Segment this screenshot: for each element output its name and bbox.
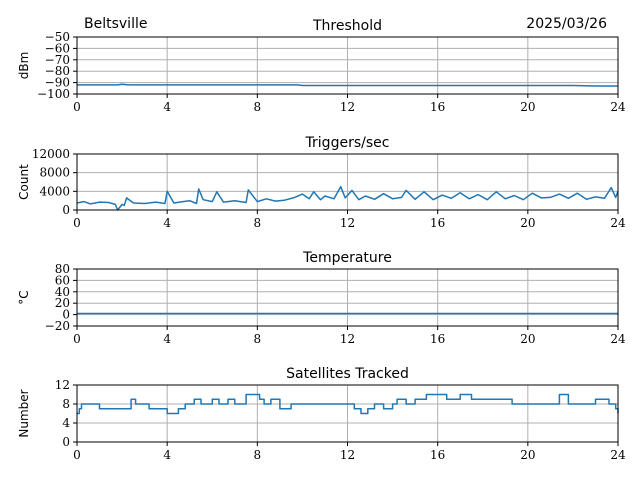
- x-tick-label: 4: [163, 100, 171, 114]
- y-axis-label-satellites: Number: [17, 389, 31, 437]
- x-tick-label: 4: [163, 216, 171, 230]
- x-tick-label: 16: [430, 448, 445, 462]
- y-tick-label: 0: [62, 308, 70, 322]
- y-axis-label-threshold: dBm: [17, 52, 31, 80]
- y-tick-label: 4000: [39, 184, 70, 198]
- y-tick-label: 12000: [32, 147, 70, 161]
- x-tick-label: 0: [73, 216, 81, 230]
- y-tick-label: −80: [45, 64, 70, 78]
- x-tick-label: 24: [610, 448, 626, 462]
- y-tick-label: −90: [45, 76, 70, 90]
- x-tick-label: 0: [73, 100, 81, 114]
- x-tick-label: 0: [73, 332, 81, 346]
- y-axis-label-temperature: °C: [17, 290, 31, 304]
- x-tick-label: 20: [520, 448, 535, 462]
- y-tick-label: 8: [62, 397, 70, 411]
- y-tick-label: −100: [37, 87, 70, 101]
- x-tick-label: 24: [610, 216, 626, 230]
- panel-title-temperature: Temperature: [302, 250, 392, 266]
- x-tick-label: 8: [254, 448, 262, 462]
- y-tick-label: −20: [45, 319, 70, 333]
- x-tick-label: 16: [430, 332, 445, 346]
- series-line-threshold: [77, 83, 618, 87]
- panel-threshold: Threshold 0 4 8 12 16 20 24 −100−90−80−70−60−50 d…: [17, 18, 626, 114]
- x-tick-label: 12: [340, 216, 355, 230]
- y-tick-label: 8000: [39, 166, 70, 180]
- series-line-satellites: [77, 393, 619, 415]
- x-tick-label: 24: [610, 332, 626, 346]
- y-tick-label: 60: [55, 273, 70, 287]
- x-tick-label: 8: [254, 216, 262, 230]
- y-tick-label: 80: [55, 262, 70, 276]
- x-tick-label: 20: [520, 100, 535, 114]
- x-tick-label: 4: [163, 332, 171, 346]
- y-tick-label: −60: [45, 41, 70, 55]
- y-tick-label: 20: [55, 296, 70, 310]
- x-tick-label: 12: [340, 100, 355, 114]
- x-tick-label: 8: [254, 332, 262, 346]
- panel-triggers: Triggers/sec 0 4 8 12 16 20 24 0 4000 8000 12000Cou…: [17, 135, 626, 230]
- x-tick-label: 12: [340, 332, 355, 346]
- x-tick-label: 16: [430, 216, 445, 230]
- x-tick-label: 16: [430, 100, 445, 114]
- x-tick-label: 20: [520, 216, 535, 230]
- y-tick-label: 0: [62, 435, 70, 449]
- y-axis-label-triggers: Count: [17, 164, 31, 200]
- station-label: Beltsville: [84, 16, 147, 32]
- panel-title-satellites: Satellites Tracked: [286, 366, 409, 382]
- y-tick-label: 12: [55, 378, 70, 392]
- date-label: 2025/03/26: [526, 16, 607, 32]
- y-tick-label: −50: [45, 30, 70, 44]
- y-tick-label: −70: [45, 53, 70, 67]
- x-tick-label: 0: [73, 448, 81, 462]
- x-tick-label: 12: [340, 448, 355, 462]
- panel-satellites: Satellites Tracked 0 4 8 12 16 20 24 0 4 8 12 Number: [17, 366, 626, 462]
- panel-title-threshold: Threshold: [312, 18, 382, 34]
- x-tick-label: 8: [254, 100, 262, 114]
- x-tick-label: 24: [610, 100, 626, 114]
- x-tick-label: 20: [520, 332, 535, 346]
- y-tick-label: 40: [55, 285, 70, 299]
- series-line-triggers: [76, 185, 619, 211]
- x-tick-label: 4: [163, 448, 171, 462]
- y-tick-label: 0: [62, 203, 70, 217]
- y-tick-label: 4: [62, 416, 70, 430]
- panel-title-triggers: Triggers/sec: [305, 135, 390, 151]
